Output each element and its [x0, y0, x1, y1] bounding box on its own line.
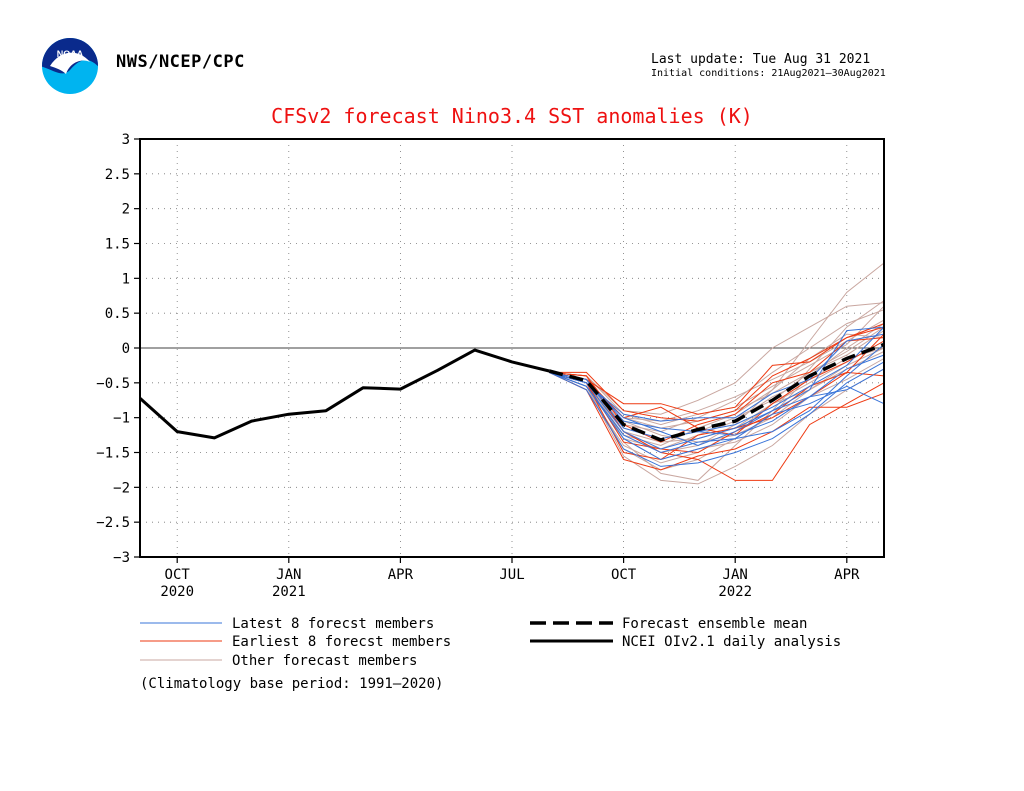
other-member-line: [549, 300, 885, 481]
latest-member-line: [549, 333, 885, 422]
latest-member-line: [549, 344, 885, 454]
legend-label-observed: NCEI OIv2.1 daily analysis: [622, 634, 841, 650]
axis-layer: 32.521.510.50−0.5−1−1.5−2−2.5−3OCT2020JA…: [96, 132, 885, 600]
x-tick-label: JUL: [499, 567, 524, 583]
main-layer: [138, 342, 885, 442]
members-layer: [548, 262, 885, 485]
y-tick-label: −2.5: [96, 515, 130, 531]
x-tick-label: JAN: [723, 567, 748, 583]
y-tick-label: 0: [122, 341, 130, 357]
x-tick-label: APR: [388, 567, 414, 583]
initial-conditions-text: Initial conditions: 21Aug2021–30Aug2021: [651, 68, 886, 79]
legend-label-ensemble-mean: Forecast ensemble mean: [622, 616, 807, 632]
y-tick-label: 1.5: [105, 237, 130, 253]
latest-member-line: [548, 361, 885, 467]
climatology-note: (Climatology base period: 1991–2020): [140, 676, 444, 692]
grid-layer: [140, 139, 884, 557]
y-tick-label: 0.5: [105, 306, 130, 322]
y-tick-label: −1.5: [96, 446, 130, 462]
y-tick-label: −2: [113, 480, 130, 496]
legend-label-latest: Latest 8 forecst members: [232, 616, 434, 632]
noaa-logo: NOAA: [42, 38, 98, 94]
earliest-member-line: [549, 326, 885, 415]
x-tick-label: OCT: [611, 567, 637, 583]
y-tick-label: 2: [122, 202, 130, 218]
other-member-line: [549, 302, 885, 415]
chart-title: CFSv2 forecast Nino3.4 SST anomalies (K): [0, 104, 1024, 128]
plot-frame: [139, 138, 885, 558]
x-tick-year-label: 2021: [272, 584, 306, 600]
earliest-member-line: [548, 371, 885, 471]
legend-label-other: Other forecast members: [232, 653, 417, 669]
other-member-line: [549, 368, 885, 485]
y-tick-label: −0.5: [96, 376, 130, 392]
y-tick-label: −3: [113, 550, 130, 566]
legend-layer: Latest 8 forecst members Earliest 8 forec…: [140, 616, 841, 669]
y-tick-label: −1: [113, 411, 130, 427]
other-member-line: [549, 319, 885, 422]
y-tick-label: 3: [122, 132, 130, 148]
agency-label: NWS/NCEP/CPC: [116, 52, 245, 72]
latest-member-line: [549, 371, 885, 461]
observed-line: [138, 348, 550, 440]
x-tick-year-label: 2020: [160, 584, 194, 600]
other-member-line: [549, 330, 885, 440]
x-tick-label: OCT: [165, 567, 191, 583]
last-update-text: Last update: Tue Aug 31 2021: [651, 52, 871, 67]
y-tick-label: 1: [122, 271, 130, 287]
y-tick-label: 2.5: [105, 167, 130, 183]
x-tick-label: APR: [834, 567, 860, 583]
chart-title-text: CFSv2 forecast Nino3.4 SST anomalies (K): [271, 104, 753, 128]
legend-label-earliest: Earliest 8 forecst members: [232, 634, 451, 650]
x-tick-year-label: 2022: [718, 584, 752, 600]
ensemble-mean-line: [548, 342, 885, 442]
logo-text: NOAA: [57, 49, 84, 59]
x-tick-label: JAN: [276, 567, 301, 583]
